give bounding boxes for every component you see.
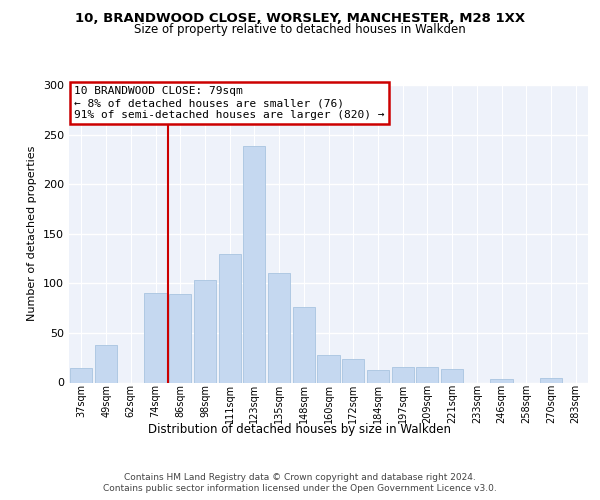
Y-axis label: Number of detached properties: Number of detached properties: [28, 146, 37, 322]
Bar: [367, 370, 389, 382]
Bar: [194, 280, 216, 382]
Bar: [145, 293, 167, 382]
Bar: [293, 307, 315, 382]
Text: Size of property relative to detached houses in Walkden: Size of property relative to detached ho…: [134, 22, 466, 36]
Text: Contains public sector information licensed under the Open Government Licence v3: Contains public sector information licen…: [103, 484, 497, 493]
Bar: [392, 366, 414, 382]
Bar: [268, 274, 290, 382]
Bar: [416, 366, 439, 382]
Bar: [95, 345, 117, 383]
Text: Contains HM Land Registry data © Crown copyright and database right 2024.: Contains HM Land Registry data © Crown c…: [124, 472, 476, 482]
Bar: [243, 146, 265, 382]
Text: 10 BRANDWOOD CLOSE: 79sqm
← 8% of detached houses are smaller (76)
91% of semi-d: 10 BRANDWOOD CLOSE: 79sqm ← 8% of detach…: [74, 86, 385, 120]
Text: Distribution of detached houses by size in Walkden: Distribution of detached houses by size …: [149, 422, 452, 436]
Bar: [490, 378, 512, 382]
Bar: [218, 254, 241, 382]
Bar: [169, 294, 191, 382]
Text: 10, BRANDWOOD CLOSE, WORSLEY, MANCHESTER, M28 1XX: 10, BRANDWOOD CLOSE, WORSLEY, MANCHESTER…: [75, 12, 525, 26]
Bar: [441, 368, 463, 382]
Bar: [70, 368, 92, 382]
Bar: [342, 358, 364, 382]
Bar: [317, 354, 340, 382]
Bar: [540, 378, 562, 382]
